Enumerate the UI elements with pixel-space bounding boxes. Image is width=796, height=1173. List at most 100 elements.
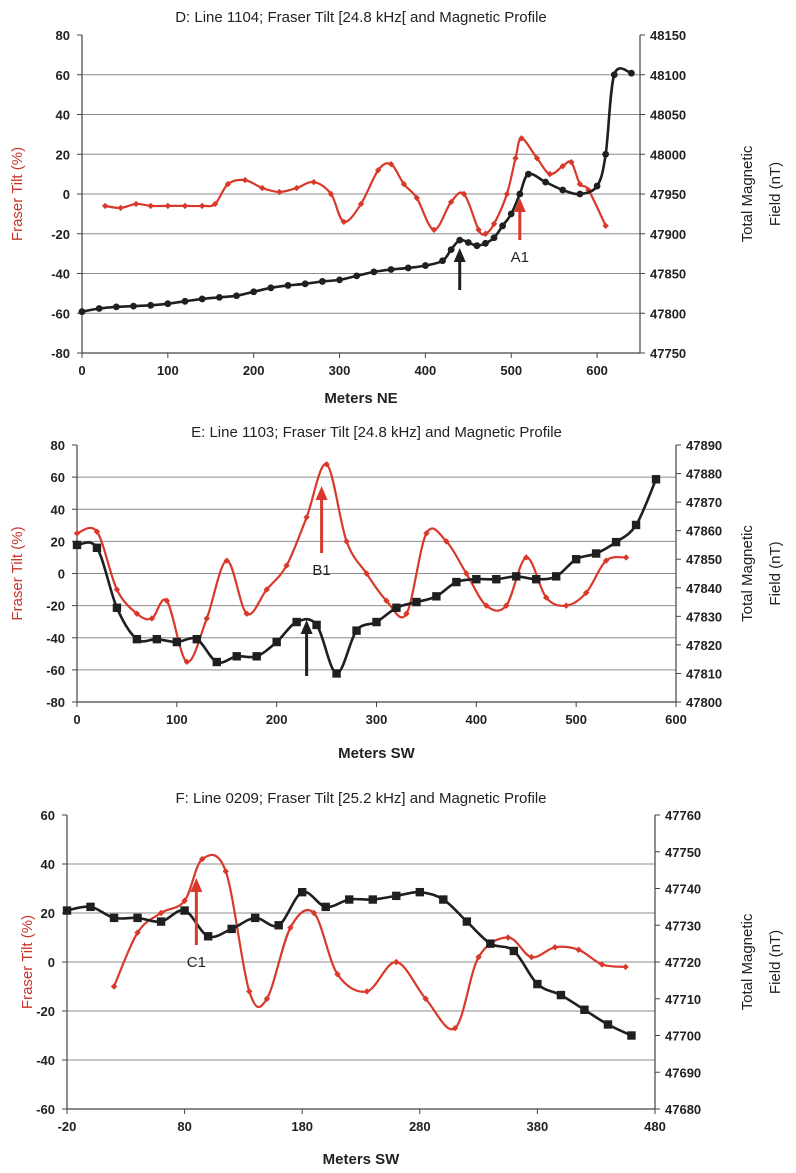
magnetic-point: [274, 921, 283, 930]
tilt-point: [101, 202, 109, 210]
magnetic-point: [392, 891, 401, 901]
tilt-point: [203, 615, 210, 622]
chart-panel-f: F: Line 0209; Fraser Tilt [25.2 kHz] and…: [19, 790, 784, 1168]
magnetic-point: [591, 549, 601, 558]
tilt-point: [387, 160, 395, 168]
series-fraser-tilt: [110, 853, 629, 1032]
x-tick-label: 600: [586, 363, 608, 378]
magnetic-point: [507, 210, 515, 218]
y-left-tick-label: 0: [63, 187, 70, 202]
magnetic-point: [92, 543, 102, 552]
magnetic-point: [250, 288, 258, 296]
x-tick-label: 100: [157, 363, 179, 378]
magnetic-point: [132, 634, 142, 644]
magnetic-point: [602, 150, 610, 158]
magnetic-point: [72, 540, 82, 550]
y-left-tick-label: 40: [41, 857, 55, 872]
magnetic-point: [556, 990, 566, 1000]
x-tick-label: 500: [500, 363, 522, 378]
tilt-point: [483, 602, 490, 609]
x-tick-label: 80: [177, 1119, 191, 1134]
x-axis-label: Meters SW: [338, 745, 416, 762]
x-tick-label: 600: [665, 712, 687, 727]
magnetic-point: [603, 1020, 613, 1029]
magnetic-point: [392, 603, 401, 612]
tilt-point: [198, 202, 206, 210]
magnetic-point: [421, 262, 429, 269]
magnetic-point: [580, 1005, 589, 1014]
magnetic-point: [447, 246, 455, 254]
y-left-tick-label: -40: [51, 267, 70, 282]
tilt-point: [447, 198, 455, 206]
y-right-tick-label: 47730: [665, 918, 701, 933]
tilt-point: [374, 166, 382, 174]
y-right-tick-label: 47800: [650, 306, 686, 321]
tilt-point: [163, 597, 171, 605]
magnetic-point: [542, 178, 549, 186]
y-left-tick-label: 60: [51, 470, 65, 485]
magnetic-point: [321, 902, 330, 912]
magnetic-point: [147, 301, 155, 309]
tilt-point: [310, 909, 318, 917]
annotation-red-arrow: B1: [312, 486, 331, 579]
magnetic-point: [312, 620, 321, 630]
magnetic-point: [318, 278, 326, 285]
y-left-tick-label: 40: [56, 108, 70, 123]
series-magnetic-field: [72, 475, 661, 678]
magnetic-point: [252, 652, 261, 661]
x-tick-label: -20: [58, 1119, 77, 1134]
arrow-head: [190, 878, 203, 892]
magnetic-point: [512, 572, 521, 581]
y-right-tick-label: 47880: [686, 467, 722, 482]
tilt-point: [303, 514, 310, 521]
tilt-point: [523, 554, 530, 561]
magnetic-point: [232, 652, 241, 661]
x-tick-label: 380: [527, 1119, 549, 1134]
x-tick-label: 300: [329, 363, 351, 378]
magnetic-point: [353, 272, 361, 280]
tilt-point: [533, 155, 541, 162]
tilt-point: [475, 953, 482, 961]
magnetic-point: [472, 575, 481, 584]
tilt-point: [93, 528, 101, 535]
magnetic-point: [492, 575, 501, 584]
tilt-point: [164, 202, 172, 210]
y-left-tick-label: 60: [56, 68, 70, 83]
magnetic-point: [651, 475, 661, 484]
arrow-head: [300, 620, 313, 634]
tilt-point: [211, 200, 219, 208]
annotation-red-arrow: A1: [511, 198, 529, 266]
magnetic-point: [152, 634, 162, 644]
x-axis-label: Meters SW: [323, 1151, 401, 1168]
magnetic-point: [203, 932, 213, 941]
tilt-point: [73, 530, 81, 537]
magnetic-point: [181, 297, 189, 305]
tilt-point: [224, 180, 232, 188]
magnetic-point: [298, 887, 307, 897]
annotation-label: C1: [187, 954, 206, 971]
tilt-point: [357, 200, 365, 208]
tilt-point: [132, 200, 140, 208]
tilt-point: [259, 184, 266, 192]
tilt-point: [551, 944, 559, 951]
tilt-point: [475, 226, 482, 233]
tilt-point: [283, 562, 290, 569]
x-tick-label: 300: [366, 712, 388, 727]
magnetic-point: [631, 520, 641, 530]
magnetic-point: [610, 71, 618, 79]
y-right-tick-label: 47680: [665, 1102, 701, 1117]
chart-title: E: Line 1103; Fraser Tilt [24.8 kHz] and…: [191, 424, 562, 441]
tilt-point: [117, 204, 124, 212]
magnetic-point: [509, 946, 519, 956]
y-right-tick-label: 47710: [665, 992, 701, 1007]
tilt-point: [340, 218, 348, 226]
y-left-tick-label: 20: [56, 147, 70, 162]
y-right-tick-label: 47750: [665, 845, 701, 860]
tilt-point: [528, 953, 535, 961]
tilt-point: [310, 178, 317, 186]
y-axis-left-label: Fraser Tilt (%): [9, 526, 26, 620]
tilt-point: [241, 176, 249, 184]
magnetic-point: [571, 555, 581, 564]
chart-panel-d: D: Line 1104; Fraser Tilt [24.8 kHz[ and…: [9, 9, 784, 407]
y-left-tick-label: 80: [56, 28, 70, 43]
